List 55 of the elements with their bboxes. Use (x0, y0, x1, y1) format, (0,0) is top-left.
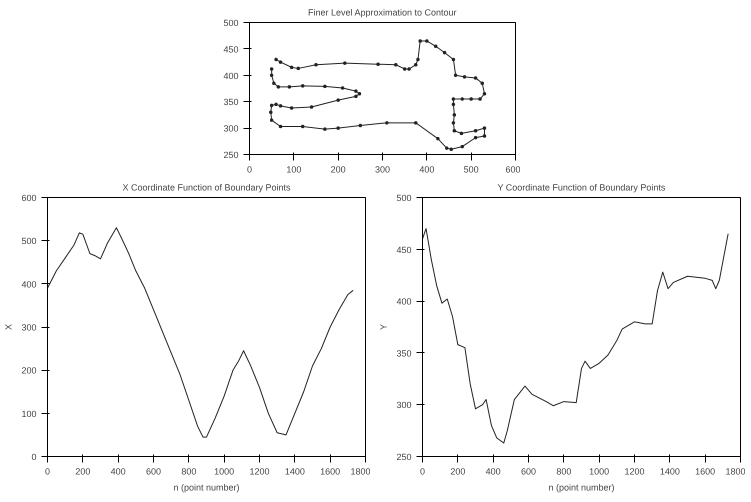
y-tick-label: 300 (21, 322, 37, 332)
y-tick-label: 250 (223, 150, 239, 160)
x-tick-label: 1200 (624, 466, 645, 476)
x-tick-label: 1600 (320, 466, 340, 476)
x-tick-label: 800 (556, 466, 572, 476)
x-tick-label: 1400 (660, 466, 680, 476)
chart-title: X Coordinate Function of Boundary Points (122, 182, 292, 192)
x-tick-label: 200 (330, 164, 346, 174)
x-tick-label: 600 (505, 164, 521, 174)
y-tick-label: 500 (223, 18, 239, 28)
y-tick-label: 450 (396, 244, 412, 255)
x-tick-label: 0 (44, 466, 50, 476)
y-tick-label: 350 (396, 348, 412, 358)
y-axis-title: X (3, 324, 14, 330)
x-tick-label: 0 (420, 466, 426, 476)
x-tick-label: 1400 (284, 466, 305, 476)
chart-title: Y Coordinate Function of Boundary Points (497, 182, 666, 192)
y-tick-label: 250 (396, 452, 412, 462)
x-tick-label: 1800 (350, 466, 371, 476)
y-tick-label: 350 (223, 97, 239, 108)
y-tick-label: 500 (396, 193, 412, 203)
y-tick-label: 400 (21, 279, 37, 290)
y-tick-label: 300 (396, 400, 412, 410)
x-axis-title: n (point number) (173, 482, 240, 492)
y-tick-label: 600 (21, 193, 37, 203)
x-tick-label: 1000 (214, 466, 234, 476)
x-tick-label: 1600 (695, 466, 716, 476)
x-tick-label: 1800 (725, 466, 746, 476)
x-tick-label: 500 (464, 164, 479, 174)
y-tick-label: 500 (21, 236, 37, 246)
y-tick-label: 400 (223, 70, 239, 81)
x-tick-label: 0 (246, 164, 252, 174)
line-series (422, 228, 729, 444)
x-tick-label: 200 (450, 466, 466, 476)
x-tick-label: 400 (419, 164, 434, 174)
x-tick-label: 600 (146, 466, 162, 476)
x-axis-title: n (point number) (548, 482, 615, 492)
y-tick-label: 450 (223, 44, 239, 54)
x-tick-label: 1000 (589, 466, 610, 476)
x-tick-label: 400 (486, 466, 501, 476)
y-axis-title: Y (378, 324, 388, 330)
y-tick-label: 400 (396, 296, 412, 307)
y-tick-label: 100 (21, 408, 37, 419)
x-tick-label: 600 (520, 466, 536, 476)
x-tick-label: 300 (374, 164, 390, 174)
x-tick-label: 400 (110, 466, 126, 476)
line-series (48, 227, 354, 438)
x-tick-label: 200 (75, 466, 90, 476)
x-tick-label: 1200 (249, 466, 270, 476)
y-tick-label: 200 (21, 366, 37, 376)
chart-title: Finer Level Approximation to Contour (308, 8, 457, 18)
y-tick-label: 0 (31, 452, 37, 462)
y-tick-label: 300 (223, 124, 239, 134)
x-tick-label: 800 (181, 466, 196, 476)
x-tick-label: 100 (286, 164, 302, 174)
